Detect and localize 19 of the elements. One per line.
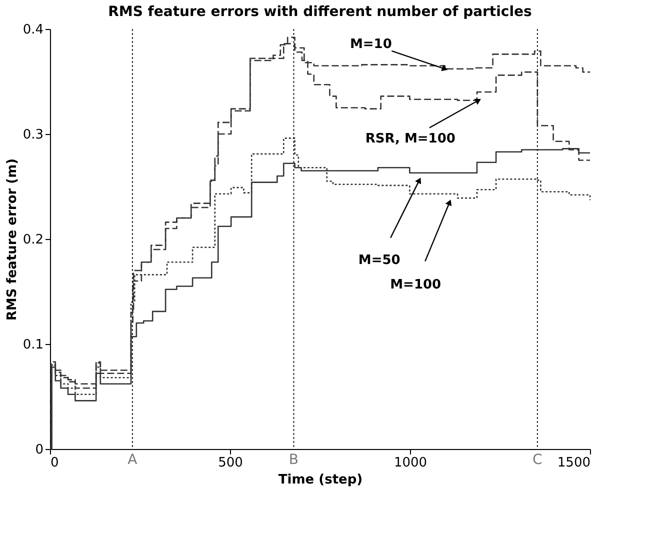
y-tick-label: 0.2 — [22, 232, 44, 248]
annotation: M=50 — [358, 253, 400, 268]
x-axis-title: Time (step) — [278, 472, 363, 488]
x-tick-label: 1500 — [557, 456, 590, 470]
y-tick-label: 0.4 — [22, 22, 44, 38]
y-tick-label: 0.3 — [22, 128, 44, 142]
ref-line-label: B — [288, 452, 299, 468]
annotation: M=10 — [350, 36, 392, 52]
y-axis-title: RMS feature error (m) — [4, 158, 20, 321]
y-tick-label: 0.1 — [22, 338, 44, 352]
y-tick-label: 0 — [35, 442, 44, 458]
x-tick-label: 1000 — [394, 456, 428, 470]
chart-title: RMS feature errors with different number of particles — [108, 4, 532, 20]
ref-line-label: A — [128, 452, 138, 468]
annotation: RSR, M=100 — [365, 131, 456, 146]
annotation: M=100 — [390, 277, 442, 292]
x-tick-label: 500 — [218, 456, 243, 470]
x-tick-label: 0 — [50, 456, 59, 470]
ref-line-label: C — [532, 452, 543, 468]
